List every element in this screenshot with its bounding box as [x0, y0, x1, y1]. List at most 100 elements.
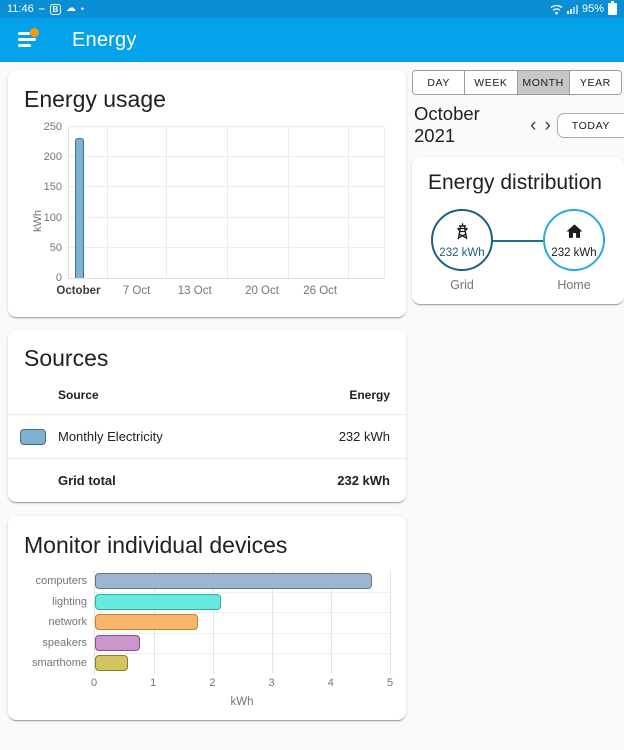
hamburger-menu-icon[interactable] [18, 28, 42, 50]
today-button[interactable]: TODAY [556, 112, 624, 138]
date-label: October 2021 [414, 103, 480, 146]
h-gridline [69, 156, 384, 158]
card-title: Sources [24, 345, 109, 371]
chevron-right-icon[interactable]: › [544, 114, 551, 136]
x-tick-label: 5 [386, 676, 394, 689]
card-title: Energy distribution [428, 171, 602, 194]
home-label: Home [557, 278, 591, 292]
h-gridline [69, 246, 384, 248]
column-header-energy: Energy [349, 388, 390, 402]
v-gridline [287, 127, 289, 278]
row-separator [95, 612, 390, 613]
device-bar[interactable] [95, 573, 373, 589]
y-tick-label: 0 [55, 272, 62, 284]
device-bar[interactable] [95, 614, 199, 630]
battery-percent: 95% [581, 3, 604, 15]
v-gridline [272, 571, 273, 674]
notification-dot: • [80, 4, 84, 14]
v-gridline [166, 127, 168, 278]
x-tick-label: 20 Oct [245, 285, 279, 297]
status-bar: 11:46 – B ☁ • 95% [0, 0, 624, 18]
v-gridline [348, 127, 350, 278]
home-node: 232 kWh Home [542, 209, 606, 292]
y-tick-label: 100 [43, 211, 62, 224]
table-header: Source Energy [8, 372, 406, 414]
table-row: Monthly Electricity 232 kWh [8, 415, 406, 458]
category-label: speakers [42, 636, 87, 649]
card-title: Energy usage [24, 86, 166, 112]
row-separator [95, 653, 390, 654]
tab-day[interactable]: DAY [413, 71, 466, 94]
source-value: 232 kWh [338, 429, 390, 444]
y-tick-label: 250 [43, 121, 62, 133]
v-gridline [390, 571, 391, 674]
y-tick-label: 50 [49, 241, 62, 254]
x-tick-label: 3 [268, 676, 275, 689]
left-column: Energy usage kWh 0 50 100 150 200 250 October 7 … [8, 70, 406, 720]
x-tick-label: 1 [150, 676, 157, 689]
date-nav: October 2021 ‹ › TODAY [414, 103, 624, 147]
period-tabs: DAY WEEK MONTH YEAR [412, 70, 622, 95]
x-axis-label: kWh [230, 695, 254, 708]
tab-week[interactable]: WEEK [465, 71, 518, 94]
v-gridline [226, 127, 228, 278]
signal-icon [566, 4, 578, 14]
v-gridline [213, 571, 214, 674]
usage-bar[interactable] [75, 137, 85, 278]
x-tick-label: 4 [327, 676, 334, 689]
y-tick-label: 150 [43, 181, 62, 194]
home-value: 232 kWh [551, 246, 597, 259]
tab-year[interactable]: YEAR [569, 71, 621, 94]
h-gridline [69, 216, 384, 218]
table-total-row: Grid total 232 kWh [8, 459, 406, 502]
app-bar: Energy [0, 18, 624, 62]
category-label: network [48, 616, 87, 628]
clock: 11:46 [7, 3, 34, 15]
x-tick-label: 26 Oct [303, 285, 338, 297]
device-bar[interactable] [95, 593, 221, 610]
grid-label: Grid [450, 278, 474, 292]
device-bar[interactable] [95, 655, 129, 671]
card-title: Monitor individual devices [24, 532, 288, 558]
page-title: Energy [72, 28, 137, 51]
column-header-source: Source [58, 388, 99, 402]
v-gridline [384, 127, 385, 278]
x-axis-ticks: 0 1 2 3 4 5 [90, 676, 394, 692]
chevron-left-icon[interactable]: ‹ [530, 114, 537, 136]
plot-area [94, 571, 391, 674]
y-tick-label: 200 [43, 151, 62, 164]
chart-body: computers lighting network speakers smarthom… [24, 571, 391, 674]
wifi-icon [550, 4, 563, 15]
divider [8, 414, 406, 415]
category-label: computers [35, 575, 87, 587]
flow-line [492, 240, 544, 242]
energy-distribution-card: Energy distribution 232 kWh Grid [412, 157, 624, 304]
home-icon [565, 222, 584, 246]
x-tick-label: 0 [90, 676, 98, 689]
row-separator [95, 591, 390, 593]
plot-area: 0 50 100 150 200 250 [44, 121, 385, 284]
x-tick-label: October [56, 285, 101, 297]
category-label: lighting [52, 595, 87, 608]
x-axis-labels: October 7 Oct 13 Oct 20 Oct 26 Oct [56, 285, 384, 303]
total-value: 232 kWh [337, 473, 390, 488]
h-gridline [69, 186, 384, 188]
v-gridline [107, 127, 109, 278]
notification-badge [30, 28, 39, 37]
x-tick-label: 7 Oct [122, 285, 151, 297]
grid-node: 232 kWh Grid [430, 209, 494, 292]
cloud-icon: ☁ [65, 3, 76, 14]
divider [8, 458, 406, 459]
source-name: Monthly Electricity [58, 429, 163, 444]
total-name: Grid total [58, 473, 116, 488]
distribution-diagram: 232 kWh Grid 232 kWh Home [428, 209, 608, 292]
v-gridline [331, 571, 332, 674]
x-tick-label: 13 Oct [177, 285, 212, 297]
battery-icon [608, 1, 617, 15]
tab-month[interactable]: MONTH [517, 71, 570, 94]
device-bar[interactable] [95, 634, 141, 651]
devices-chart: computers lighting network speakers smarthom… [24, 571, 394, 708]
devices-card: Monitor individual devices computers ligh… [8, 516, 406, 720]
category-labels: computers lighting network speakers smarthom… [24, 571, 94, 674]
